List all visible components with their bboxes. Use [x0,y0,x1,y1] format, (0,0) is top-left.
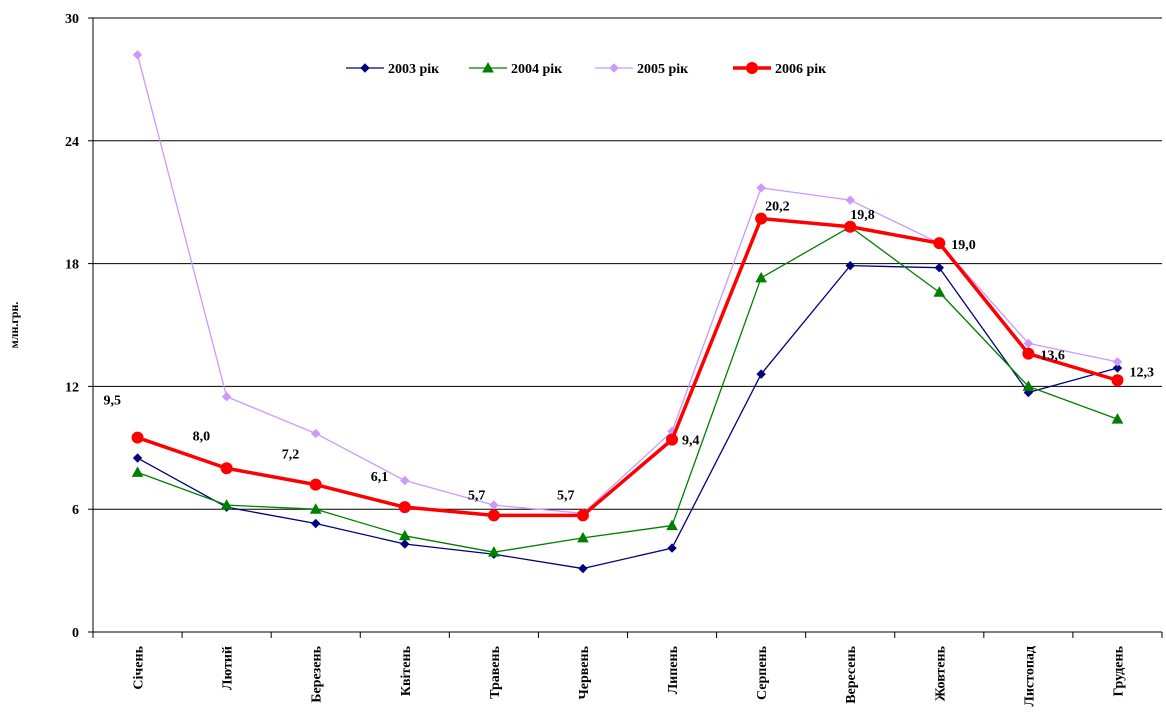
data-point [755,271,767,283]
data-point [666,433,679,446]
data-label: 6,1 [371,470,389,485]
data-point [1023,338,1034,349]
x-tick-label: Грудень [1111,645,1126,696]
data-point [400,475,410,486]
data-point [844,220,857,233]
data-point [934,262,944,273]
x-tick-label: Лютий [221,646,236,690]
data-point [1112,363,1123,373]
data-point [132,50,143,60]
series-lines [131,50,1124,574]
legend-label: 2006 рік [775,62,827,77]
series-2003-рік [132,260,1123,574]
data-label: 5,7 [468,488,486,503]
data-label: 5,7 [557,488,575,503]
data-label: 8,0 [193,429,211,444]
legend-label: 2003 рік [388,62,440,77]
legend-label: 2004 рік [511,62,563,77]
x-tick-label: Березень [310,645,325,702]
series-line [136,216,1118,518]
data-point [398,529,411,541]
x-tick-label: Листопад [1022,646,1037,707]
x-tick-label: Квітень [399,645,414,696]
data-point [489,500,499,510]
data-label: 19,0 [951,238,976,253]
data-label: 12,3 [1129,365,1154,380]
series-line [137,264,1118,570]
series-2006-рік [131,212,1124,522]
data-point [132,453,143,463]
data-point [845,195,855,205]
data-label: 7,2 [282,448,300,463]
data-point [131,466,144,477]
y-tick-label: 18 [65,258,79,273]
data-point [755,212,768,225]
data-point [609,63,619,73]
data-point [131,431,144,444]
data-point [360,63,370,73]
data-point [576,509,589,522]
y-tick-label: 0 [72,626,79,641]
legend-item: 2005 рік [595,62,689,77]
y-axis-label: млн.грн. [7,302,21,349]
data-point [666,519,678,531]
series-line [137,226,1118,553]
legend: 2003 рік 2004 рік 2005 рік 2006 рік [346,61,827,77]
data-point [220,462,233,475]
data-point [400,539,410,549]
data-labels: 9,5 8,0 7,2 6,1 5,7 5,7 9,4 20,2 19,8 19,0 13,6 12,… [104,200,1154,504]
data-point [933,237,946,250]
legend-item: 2006 рік [733,62,827,77]
data-point [487,509,500,522]
legend-label: 2005 рік [637,62,689,77]
y-tick-label: 30 [65,12,79,27]
data-point [577,531,589,543]
data-point [1112,357,1123,367]
x-tick-label: Вересень [844,645,859,703]
data-point [309,478,322,491]
x-tick-label: Червень [577,645,592,699]
data-label: 9,4 [682,434,700,449]
data-point [1111,413,1124,424]
data-point [756,369,766,379]
data-point [845,260,855,271]
data-point [933,286,946,297]
data-point [482,61,494,73]
y-tick-label: 6 [72,503,79,518]
data-point [1111,374,1124,387]
data-point [398,501,411,514]
y-tick-label: 12 [65,380,79,395]
gridlines [93,17,1162,510]
data-label: 20,2 [765,200,790,215]
data-label: 13,6 [1040,349,1065,364]
data-point [746,62,758,74]
data-point [1022,347,1035,360]
data-point [309,503,322,514]
x-tick-label: Липень [666,645,681,694]
data-point [221,391,232,402]
data-point [488,546,500,557]
data-point [756,183,766,193]
x-tick-label: Жовтень [933,645,948,701]
x-tick-label: Серпень [755,645,770,700]
axes [92,18,1162,633]
data-point [311,428,321,439]
data-label: 9,5 [104,394,122,409]
data-label: 19,8 [850,208,875,223]
legend-item: 2004 рік [469,61,563,77]
x-tick-label: Січень [132,645,147,689]
data-point [1022,380,1035,391]
y-axis-ticks: 0 6 12 18 24 30 [65,12,93,641]
x-tick-label: Травень [488,645,503,698]
data-point [578,563,588,574]
data-point [667,543,677,553]
series-2004-рік [131,220,1124,557]
data-point [311,518,321,529]
data-point [220,499,233,510]
legend-item: 2003 рік [346,62,440,77]
y-tick-label: 24 [65,135,79,150]
x-axis-ticks: Січень Лютий Березень Квітень Травень Червень… [92,632,1163,707]
